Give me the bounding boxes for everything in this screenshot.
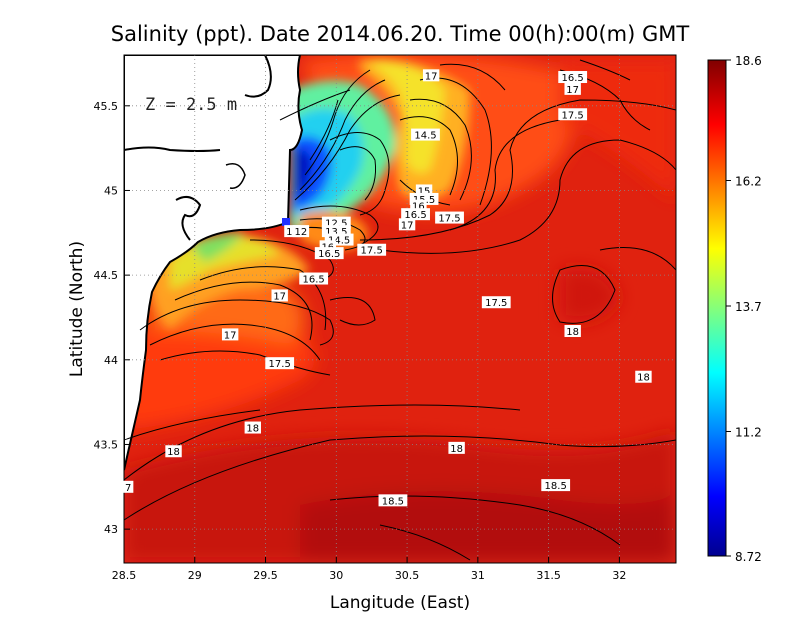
x-tick-label: 29	[188, 569, 202, 582]
contour-label-bg	[435, 211, 464, 224]
x-axis-ticks: 28.5 29 29.5 30 30.5 31 31.5 32	[112, 557, 626, 582]
contour-label-bg	[541, 479, 571, 492]
coastline-inlet	[124, 146, 221, 152]
contour-label-bg	[378, 494, 408, 507]
contour-label-bg	[357, 243, 387, 256]
colorbar-tick-label: 16.2	[735, 174, 762, 188]
contour-label-bg	[271, 289, 288, 302]
contour-label: 17.5	[269, 359, 291, 370]
plot-frame	[123, 54, 677, 564]
contour-label: 18	[167, 447, 180, 458]
contour-label-bg	[558, 71, 588, 84]
colorbar-ticks: 18.6 16.2 13.7 11.2 8.72	[726, 54, 762, 564]
x-tick-label: 28.5	[112, 569, 137, 582]
contour-label: 12	[295, 227, 308, 238]
y-axis-label: Latitude (North)	[67, 241, 87, 377]
contour-label-bg	[564, 325, 581, 338]
chart-title: Salinity (ppt). Date 2014.06.20. Time 00…	[111, 22, 690, 46]
contour-label: 18	[566, 327, 579, 338]
gridlines	[123, 55, 676, 563]
contour-label: 13.5	[325, 227, 347, 238]
contour-label: 17	[566, 85, 579, 96]
contour-label-bg	[481, 296, 511, 309]
contour-label-bg	[448, 441, 465, 454]
x-tick-label: 30.5	[395, 569, 420, 582]
contour-label: 17.5	[361, 246, 383, 257]
contour-label-bg	[244, 421, 261, 434]
contour-label-bg	[558, 108, 588, 121]
contour-label: 16.5	[303, 275, 325, 286]
depth-label: Z = 2.5 m	[145, 95, 237, 115]
contour-label: 17	[401, 220, 414, 231]
near-shore-cell	[282, 218, 290, 226]
contour-label: 17	[273, 291, 286, 302]
x-tick-label: 30	[329, 569, 343, 582]
x-tick-label: 31.5	[536, 569, 561, 582]
contour-label: 15	[418, 186, 431, 197]
colorbar-tick-label: 13.7	[735, 300, 762, 314]
contour-label: 12.5	[325, 219, 347, 230]
y-tick-label: 45.5	[94, 100, 119, 113]
contour-label: 17.5	[562, 110, 584, 121]
contour-label: 18.5	[545, 481, 567, 492]
contour-label: 18	[246, 424, 259, 435]
contour-label: 16.5	[404, 210, 426, 221]
contour-label: 18.5	[382, 496, 404, 507]
colorbar-tick-label: 8.72	[735, 550, 762, 564]
coastline-lake-small	[225, 163, 246, 189]
y-tick-label: 45	[104, 184, 118, 197]
coastline-lagoon	[244, 55, 272, 98]
y-tick-label: 44.5	[94, 269, 119, 282]
land-mass	[124, 55, 304, 471]
contour-label-bg	[123, 480, 134, 493]
contour-label-bg	[411, 128, 440, 141]
contour-label: 14.5	[328, 236, 350, 247]
contour-label-bg	[635, 370, 652, 383]
contour-label-bg	[221, 328, 239, 341]
x-axis-label: Langitude (East)	[330, 593, 470, 613]
contour-label: 18	[450, 444, 463, 455]
contour-label-bg	[292, 225, 310, 238]
contour-label-bg	[299, 272, 329, 285]
contour-label-bg	[422, 69, 440, 82]
contour-label-bg	[165, 445, 182, 458]
y-axis-ticks: 43 43.5 44 44.5 45 45.5	[94, 100, 130, 536]
contour-labels: 1716.51717.514.51515.51616.51717.512.513…	[123, 69, 652, 507]
y-tick-label: 43.5	[94, 438, 119, 451]
x-tick-label: 31	[471, 569, 485, 582]
colorbar-tick-label: 18.6	[735, 54, 762, 68]
contour-label-bg	[401, 208, 430, 221]
colorbar-tick-label: 11.2	[735, 425, 762, 439]
contour-label: 14.5	[414, 131, 436, 142]
contour-label: 17	[425, 71, 438, 82]
x-tick-label: 32	[612, 569, 626, 582]
contour-label-bg	[265, 357, 295, 370]
contour-label: 16	[412, 202, 425, 213]
contour-label-bg	[564, 82, 581, 95]
colorbar	[707, 59, 727, 557]
contour-label: 17.5	[485, 298, 507, 309]
contour-label: 11	[286, 227, 299, 238]
coastline-lake	[175, 195, 202, 241]
contour-label-bg	[314, 247, 344, 260]
y-tick-label: 44	[104, 354, 118, 367]
y-tick-label: 43	[104, 523, 118, 536]
contour-label: 18	[637, 373, 650, 384]
contour-label: 17	[224, 330, 237, 341]
contour-label: 7	[125, 483, 131, 494]
contour-label-bg	[398, 218, 416, 231]
contour-label: 16.5	[562, 73, 584, 84]
plot-area	[124, 55, 676, 563]
contour-label: 17.5	[438, 214, 460, 225]
contour-label: 16.5	[318, 249, 340, 260]
x-tick-label: 29.5	[253, 569, 278, 582]
